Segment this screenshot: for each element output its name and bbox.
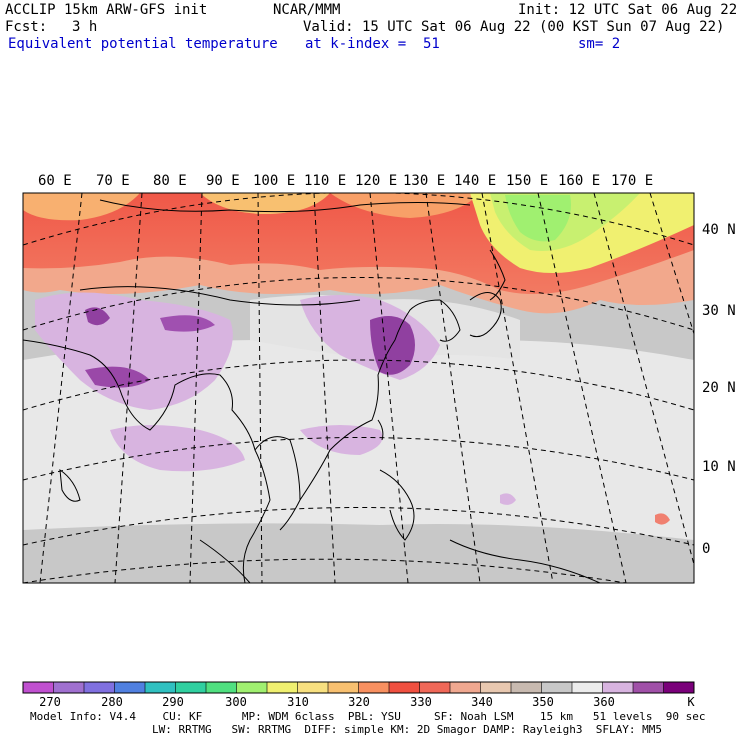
lon-label: 150 E: [506, 173, 548, 189]
lon-label: 70 E: [96, 173, 130, 189]
lon-label: 160 E: [558, 173, 600, 189]
valid-time: Valid: 15 UTC Sat 06 Aug 22 (00 KST Sun …: [303, 19, 725, 35]
colorbar-swatch: [511, 682, 542, 693]
lat-label: 10 N: [702, 459, 736, 475]
colorbar-swatch: [358, 682, 390, 693]
lon-label: 80 E: [153, 173, 187, 189]
smoothing-label: sm= 2: [578, 36, 621, 52]
lon-label: 130 E: [403, 173, 445, 189]
lat-label: 30 N: [702, 303, 736, 319]
colorbar-labels: 270 280 290 300 310 320 330 340 350 360 …: [39, 695, 695, 709]
colorbar-swatch: [450, 682, 481, 693]
colorbar-tick-label: 300: [225, 695, 247, 709]
colorbar-swatch: [53, 682, 85, 693]
lat-label: 0: [702, 541, 710, 557]
colorbar-swatch: [145, 682, 176, 693]
colorbar-swatch: [602, 682, 634, 693]
lat-label: 40 N: [702, 222, 736, 238]
field-name: Equivalent potential temperature: [8, 36, 278, 52]
forecast-label: Fcst:: [5, 19, 48, 35]
colorbar-tick-label: 360: [593, 695, 615, 709]
colorbar-swatch: [267, 682, 298, 693]
lon-label: 60 E: [38, 173, 72, 189]
colorbar-swatch: [175, 682, 207, 693]
lon-label: 140 E: [454, 173, 496, 189]
org-label: NCAR/MMM: [273, 2, 341, 18]
colorbar-swatch: [572, 682, 603, 693]
colorbar-swatch: [663, 682, 695, 693]
colorbar-swatch: [541, 682, 573, 693]
colorbar-tick-label: 340: [471, 695, 493, 709]
forecast-value: 3 h: [72, 19, 98, 35]
model-info-line2: LW: RRTMG SW: RRTMG DIFF: simple KM: 2D …: [152, 723, 662, 736]
colorbar-swatch: [206, 682, 237, 693]
colorbar-swatch: [633, 682, 664, 693]
colorbar-swatch: [389, 682, 420, 693]
colorbar-swatch: [419, 682, 451, 693]
map-field: [23, 193, 694, 583]
model-info-line1: Model Info: V4.4 CU: KF MP: WDM 6class P…: [30, 710, 706, 723]
colorbar-tick-label: 310: [287, 695, 309, 709]
colorbar-swatch: [84, 682, 115, 693]
colorbar-swatch: [114, 682, 146, 693]
lon-label: 110 E: [304, 173, 346, 189]
colorbar-tick-label: 350: [532, 695, 554, 709]
colorbar-tick-label: 270: [39, 695, 61, 709]
colorbar-tick-label: 320: [348, 695, 370, 709]
colorbar-tick-label: 290: [162, 695, 184, 709]
colorbar-swatch: [236, 682, 268, 693]
colorbar-swatch: [297, 682, 329, 693]
colorbar-swatch: [328, 682, 359, 693]
lon-label: 100 E: [253, 173, 295, 189]
map-frame: [22, 192, 695, 584]
latitude-labels: 40 N 30 N 20 N 10 N 0: [702, 222, 736, 557]
level-label: at k-index = 51: [305, 36, 440, 52]
model-title: ACCLIP 15km ARW-GFS init: [5, 2, 208, 18]
graticule: [23, 193, 694, 583]
lat-label: 20 N: [702, 380, 736, 396]
longitude-labels: 60 E 70 E 80 E 90 E 100 E 110 E 120 E 13…: [38, 173, 653, 189]
colorbar-tick-label: 280: [101, 695, 123, 709]
colorbar-unit: K: [687, 695, 695, 709]
colorbar-swatch: [480, 682, 512, 693]
colorbar-swatch: [23, 682, 54, 693]
colorbar-tick-label: 330: [410, 695, 432, 709]
lon-label: 90 E: [206, 173, 240, 189]
init-time: Init: 12 UTC Sat 06 Aug 22: [518, 2, 738, 18]
lon-label: 120 E: [355, 173, 397, 189]
lon-label: 170 E: [611, 173, 653, 189]
colorbar: [22, 681, 695, 694]
